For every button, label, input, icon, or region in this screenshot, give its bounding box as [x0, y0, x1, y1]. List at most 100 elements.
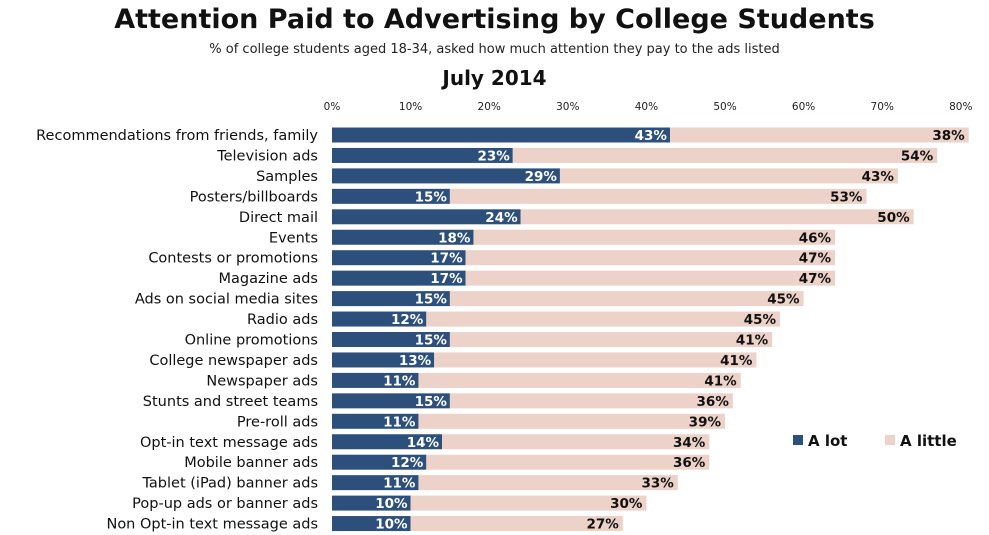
x-tick-label: 50% — [713, 101, 736, 113]
x-tick-label: 0% — [324, 101, 341, 113]
chart-subtitle: % of college students aged 18-34, asked … — [209, 42, 780, 57]
data-label-a-little: 41% — [720, 353, 753, 369]
category-label: Non Opt-in text message ads — [106, 517, 318, 533]
data-label-a-little: 47% — [799, 271, 832, 287]
bar-a-lot — [332, 291, 450, 307]
bar-a-little — [442, 434, 710, 450]
data-label-a-lot: 12% — [391, 312, 424, 328]
category-labels: Recommendations from friends, family Tele… — [36, 128, 318, 533]
bar-a-little — [410, 516, 623, 532]
chart-period: July 2014 — [442, 66, 547, 90]
bar-a-little — [669, 127, 969, 143]
bar-a-little — [418, 413, 725, 429]
category-label: Magazine ads — [219, 271, 319, 287]
legend-label-a-little: A little — [900, 432, 957, 450]
bar-a-lot — [332, 434, 443, 450]
data-label-a-little: 54% — [901, 148, 934, 164]
category-label: Tablet (iPad) banner ads — [141, 476, 318, 492]
bar-a-lot — [332, 311, 427, 327]
legend: A lot A little — [793, 432, 957, 450]
category-label: Contests or promotions — [148, 251, 318, 267]
x-tick-label: 80% — [949, 101, 972, 113]
data-label-a-lot: 11% — [383, 373, 416, 389]
data-label-a-lot: 43% — [635, 128, 668, 144]
bar-a-little — [512, 147, 938, 163]
category-label: Newspaper ads — [206, 373, 318, 389]
data-label-a-little: 47% — [799, 251, 832, 267]
bars: 43% 38% 23% 54% 29% 43% 15% 53% 24% 50% 18% 46% 17% 4… — [332, 127, 969, 533]
data-label-a-lot: 24% — [485, 210, 518, 226]
bar-a-lot — [332, 352, 435, 368]
data-label-a-lot: 13% — [399, 353, 432, 369]
data-label-a-little: 45% — [767, 292, 800, 308]
data-label-a-little: 50% — [877, 210, 910, 226]
legend-label-a-lot: A lot — [808, 432, 847, 450]
category-label: Posters/billboards — [190, 189, 318, 205]
data-label-a-little: 36% — [697, 394, 730, 410]
bar-a-little — [559, 168, 898, 184]
data-label-a-lot: 14% — [407, 435, 440, 451]
legend-swatch-a-little — [885, 435, 895, 445]
x-tick-label: 70% — [871, 101, 894, 113]
data-label-a-lot: 15% — [415, 394, 448, 410]
data-label-a-little: 53% — [830, 189, 863, 205]
data-label-a-little: 33% — [642, 476, 675, 492]
bar-a-little — [449, 291, 804, 307]
data-label-a-lot: 23% — [477, 148, 510, 164]
data-label-a-lot: 17% — [430, 271, 463, 287]
bar-a-little — [410, 495, 647, 511]
data-label-a-little: 34% — [673, 435, 706, 451]
bar-a-lot — [332, 475, 419, 491]
data-label-a-lot: 10% — [375, 496, 408, 512]
bar-a-lot — [332, 209, 521, 225]
bar-a-little — [465, 250, 836, 266]
bar-a-lot — [332, 413, 419, 429]
data-label-a-lot: 12% — [391, 455, 424, 471]
bar-a-lot — [332, 270, 466, 286]
bar-a-lot — [332, 188, 450, 204]
bar-a-lot — [332, 250, 466, 266]
category-label: Pop-up ads or banner ads — [132, 496, 318, 512]
data-label-a-little: 45% — [744, 312, 777, 328]
data-label-a-little: 39% — [689, 414, 722, 430]
data-label-a-little: 27% — [586, 517, 619, 533]
bar-a-lot — [332, 229, 474, 245]
data-label-a-little: 41% — [704, 373, 737, 389]
bar-a-little — [520, 209, 914, 225]
bar-a-lot — [332, 168, 560, 184]
bar-a-lot — [332, 372, 419, 388]
bar-a-little — [449, 332, 773, 347]
category-label: Pre-roll ads — [237, 414, 318, 430]
x-tick-label: 10% — [399, 101, 422, 113]
bar-a-lot — [332, 127, 670, 143]
category-label: Opt-in text message ads — [140, 435, 318, 451]
x-axis-ticks: 0% 10% 20% 30% 40% 50% 60% 70% 80% — [324, 101, 973, 113]
x-tick-label: 40% — [635, 101, 658, 113]
data-label-a-lot: 15% — [415, 333, 448, 349]
data-label-a-little: 36% — [673, 455, 706, 471]
bar-a-lot — [332, 454, 427, 470]
bar-a-little — [449, 188, 867, 204]
category-label: Recommendations from friends, family — [36, 128, 318, 144]
bar-a-lot — [332, 516, 411, 532]
bar-a-little — [426, 311, 781, 327]
bar-a-little — [473, 229, 836, 245]
category-label: Stunts and street teams — [143, 394, 318, 410]
category-label: Samples — [256, 169, 318, 185]
data-label-a-little: 41% — [736, 333, 769, 349]
bar-a-lot — [332, 332, 450, 347]
category-label: Online promotions — [185, 333, 318, 349]
category-label: Ads on social media sites — [135, 292, 318, 308]
category-label: Mobile banner ads — [184, 455, 318, 471]
data-label-a-lot: 11% — [383, 476, 416, 492]
data-label-a-little: 43% — [862, 169, 895, 185]
chart-title: Attention Paid to Advertising by College… — [114, 4, 875, 35]
data-label-a-lot: 10% — [375, 517, 408, 533]
data-label-a-lot: 29% — [525, 169, 558, 185]
data-label-a-lot: 11% — [383, 414, 416, 430]
data-label-a-lot: 18% — [438, 230, 471, 246]
bar-a-little — [465, 270, 836, 286]
bar-a-lot — [332, 495, 411, 511]
bar-a-little — [449, 393, 733, 409]
